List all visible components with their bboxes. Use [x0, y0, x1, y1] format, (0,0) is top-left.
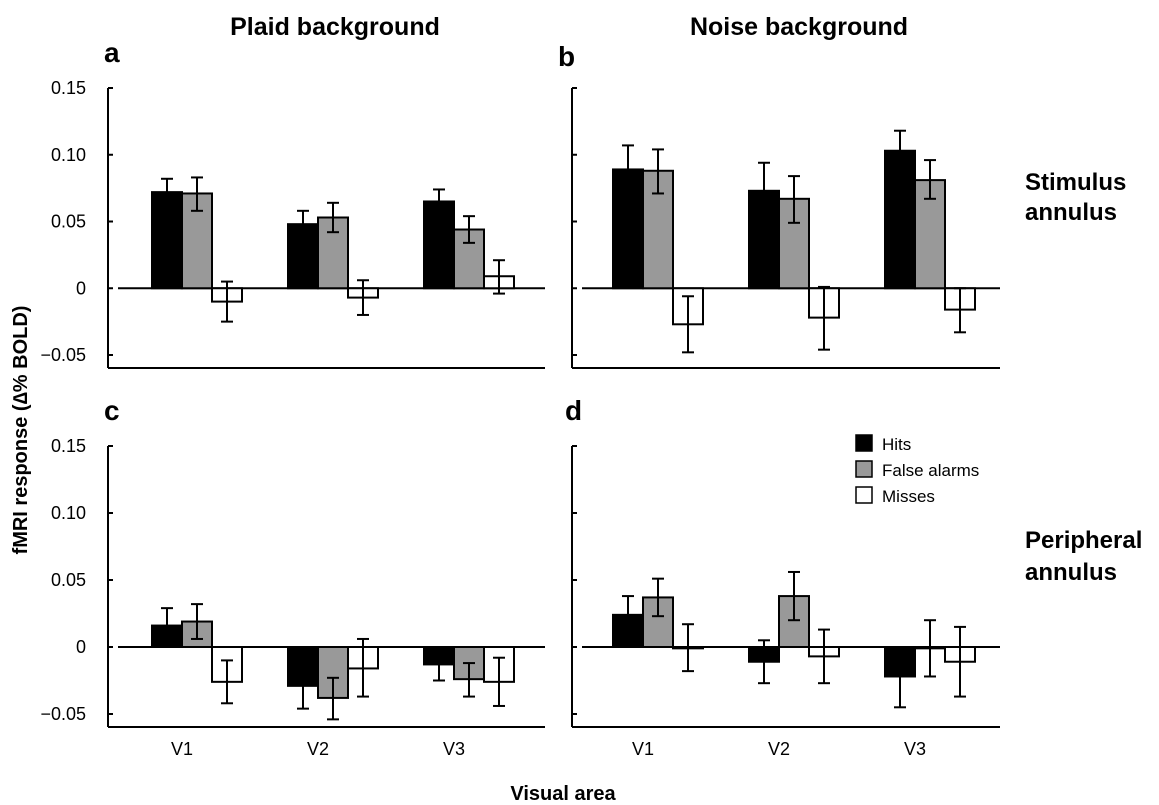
- x-tick-label-d: V1: [632, 739, 654, 759]
- legend-swatch-misses: [855, 486, 873, 504]
- column-title-noise: Noise background: [690, 13, 908, 41]
- legend-label-hits: Hits: [882, 435, 911, 454]
- y-tick-label-c: 0.10: [51, 503, 86, 523]
- x-tick-label-c: V2: [307, 739, 329, 759]
- legend: Hits False alarms Misses: [855, 434, 979, 506]
- y-tick-label-a: 0: [76, 278, 86, 298]
- legend-swatch-hits: [855, 434, 873, 452]
- x-tick-label-c: V1: [171, 739, 193, 759]
- x-tick-label-d: V2: [768, 739, 790, 759]
- y-tick-label-c: 0.15: [51, 436, 86, 456]
- y-tick-label-c: 0: [76, 637, 86, 657]
- bar-c-V2-false-alarms: [317, 646, 349, 699]
- bar-a-V3-hits: [423, 200, 455, 290]
- column-title-plaid: Plaid background: [230, 13, 440, 41]
- panel-letter-d: d: [565, 395, 582, 426]
- y-tick-label-c: 0.05: [51, 570, 86, 590]
- panel-letter-a: a: [104, 37, 120, 68]
- row-label-stimulus-line1: Stimulus: [1025, 169, 1126, 196]
- x-tick-label-c: V3: [443, 739, 465, 759]
- y-tick-label-c: −0.05: [40, 704, 86, 724]
- legend-label-false-alarms: False alarms: [882, 461, 979, 480]
- y-tick-label-a: 0.15: [51, 78, 86, 98]
- bar-b-V1-false-alarms: [642, 169, 674, 290]
- row-label-peripheral-line1: Peripheral: [1025, 527, 1142, 554]
- panel-letter-c: c: [104, 395, 120, 426]
- x-tick-label-d: V3: [904, 739, 926, 759]
- legend-swatch-false-alarms: [855, 460, 873, 478]
- y-axis-label: fMRI response (∆% BOLD): [10, 306, 32, 555]
- panel-letter-b: b: [558, 41, 575, 72]
- y-tick-label-a: −0.05: [40, 345, 86, 365]
- y-tick-label-a: 0.05: [51, 212, 86, 232]
- y-tick-label-a: 0.10: [51, 145, 86, 165]
- bar-a-V1-hits: [151, 191, 183, 290]
- row-label-stimulus-line2: annulus: [1025, 199, 1117, 226]
- legend-label-misses: Misses: [882, 487, 935, 506]
- bar-b-V3-hits: [884, 149, 916, 290]
- row-label-peripheral-line2: annulus: [1025, 559, 1117, 586]
- x-axis-label: Visual area: [510, 783, 616, 805]
